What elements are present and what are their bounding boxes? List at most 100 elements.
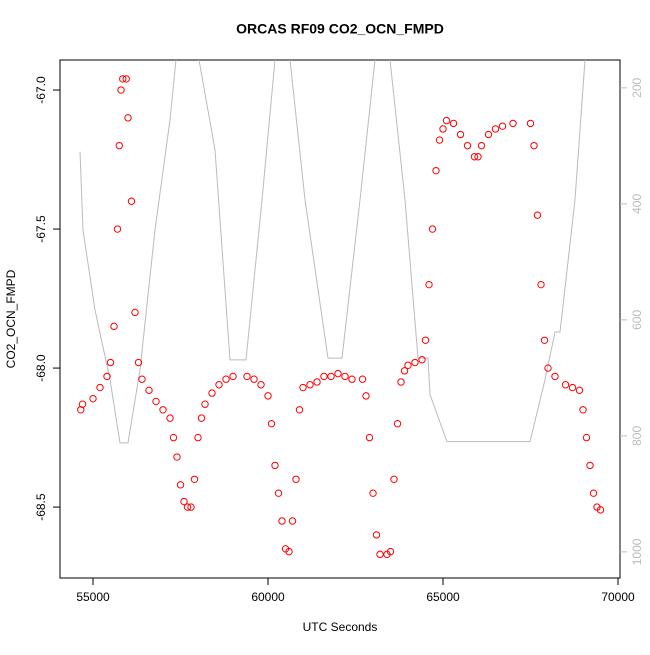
data-point [530,141,538,150]
data-point [358,375,367,383]
data-point [166,414,174,422]
data-point [540,336,549,344]
data-point [187,503,195,511]
data-point [89,394,97,403]
data-point [477,141,486,150]
data-point [393,419,402,428]
data-point [425,280,433,289]
data-point [386,547,395,556]
data-point [271,461,279,470]
x-axis-label: UTC Seconds [303,620,378,634]
data-point [229,372,237,381]
data-point [320,372,328,381]
data-point [173,453,181,461]
data-point [442,116,451,125]
data-point [119,75,127,83]
data-point [544,364,552,372]
data-point [470,153,479,161]
data-point [561,381,570,389]
data-point [348,375,356,383]
data-point [568,383,577,392]
data-point [498,122,507,130]
data-point [582,433,591,442]
data-point [509,119,517,128]
data-point [327,372,335,381]
data-point [439,125,447,133]
data-point [78,400,87,408]
data-point [285,547,293,556]
data-point [397,378,405,386]
data-point [484,130,493,139]
data-point [376,550,384,559]
data-point [134,358,143,367]
data-point [201,400,209,408]
data-point [113,225,122,233]
data-point [183,503,192,511]
data-point [537,280,545,289]
data-point [176,481,185,489]
data-point [250,375,258,383]
data-point [404,361,412,369]
y2-tick-label: 1000 [630,538,644,565]
y-tick-label: -67.0 [34,76,48,104]
data-point [341,372,349,381]
data-point [586,461,594,470]
data-point [526,119,535,128]
data-point [264,392,272,400]
data-point [115,141,123,150]
data-point [215,381,223,389]
data-point [295,406,304,414]
x-tick-label: 70000 [601,590,635,604]
data-point [313,378,321,386]
data-point [432,166,440,175]
data-point [400,367,409,375]
data-point [435,136,444,144]
data-point [180,497,188,506]
data-point [288,517,297,525]
y2-tick-label: 600 [630,310,644,330]
data-point [131,308,139,317]
data-point [463,141,472,150]
data-point [190,475,199,483]
data-point [152,397,160,406]
data-point [208,389,216,397]
data-point [334,369,342,378]
pressure-line [79,60,586,444]
data-point [127,197,136,205]
data-point [243,372,251,381]
x-tick-label: 55000 [76,590,110,604]
chart-title: ORCAS RF09 CO2_OCN_FMPD [236,21,444,37]
y2-tick-label: 400 [630,194,644,214]
y-tick-label: -68.5 [34,493,48,521]
data-point [362,392,370,400]
y-tick-label: -67.5 [34,215,48,243]
data-point [122,75,130,83]
data-point [145,386,153,395]
data-point [194,433,202,442]
data-point [474,153,482,161]
plot-area [77,60,605,559]
data-point [138,375,146,383]
data-point [257,381,265,389]
data-point [551,372,559,381]
x-tick-label: 65000 [426,590,460,604]
data-point [372,531,381,539]
data-point [103,372,111,381]
data-point [96,383,104,392]
data-point [449,119,458,128]
data-point [306,381,314,389]
data-point [421,336,430,344]
y-axis-label: CO2_OCN_FMPD [4,269,18,368]
data-point [418,356,426,364]
x-tick-label: 60000 [251,590,285,604]
data-point [533,211,542,219]
data-point [278,517,286,525]
data-point [428,225,437,233]
data-point [106,358,115,367]
data-point [222,375,230,383]
data-point [169,433,178,442]
plot-box [59,59,621,579]
data-point [596,506,605,514]
data-point [579,406,587,414]
